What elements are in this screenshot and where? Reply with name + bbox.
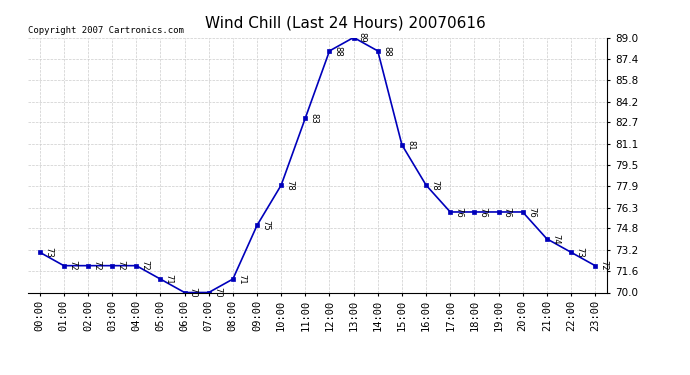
Text: 89: 89 [358, 32, 367, 43]
Text: 78: 78 [431, 180, 440, 190]
Text: 70: 70 [189, 287, 198, 298]
Text: 76: 76 [455, 207, 464, 218]
Text: Copyright 2007 Cartronics.com: Copyright 2007 Cartronics.com [28, 26, 184, 35]
Text: 88: 88 [382, 45, 391, 56]
Text: 78: 78 [286, 180, 295, 190]
Text: 88: 88 [334, 45, 343, 56]
Text: 76: 76 [479, 207, 488, 218]
Text: 72: 72 [117, 260, 126, 271]
Text: 73: 73 [44, 247, 53, 258]
Text: 73: 73 [575, 247, 584, 258]
Text: 72: 72 [600, 260, 609, 271]
Text: 72: 72 [92, 260, 101, 271]
Text: 74: 74 [551, 234, 560, 244]
Text: 71: 71 [165, 274, 174, 284]
Text: 81: 81 [406, 140, 415, 150]
Text: 76: 76 [527, 207, 536, 218]
Text: 72: 72 [141, 260, 150, 271]
Text: 71: 71 [237, 274, 246, 284]
Text: 83: 83 [310, 112, 319, 123]
Text: 76: 76 [503, 207, 512, 218]
Text: 70: 70 [213, 287, 222, 298]
Text: Wind Chill (Last 24 Hours) 20070616: Wind Chill (Last 24 Hours) 20070616 [205, 15, 485, 30]
Text: 72: 72 [68, 260, 77, 271]
Text: 75: 75 [262, 220, 270, 231]
